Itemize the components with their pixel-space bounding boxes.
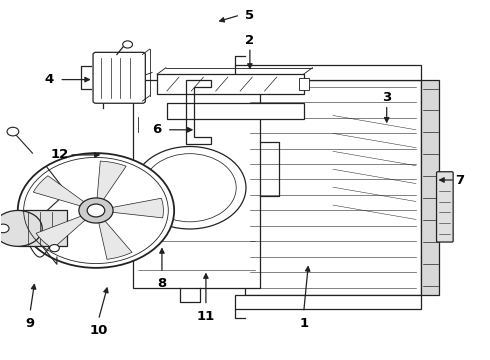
Bar (157, 74, 304, 94)
FancyBboxPatch shape (93, 52, 146, 103)
Text: 4: 4 (45, 73, 54, 86)
Bar (245, 80, 421, 295)
Text: 10: 10 (89, 324, 108, 337)
Text: 11: 11 (197, 310, 215, 323)
FancyBboxPatch shape (437, 172, 453, 242)
Circle shape (18, 153, 174, 268)
Bar (18, 211, 67, 246)
Bar (235, 65, 421, 80)
Text: 6: 6 (152, 123, 162, 136)
Circle shape (87, 204, 105, 217)
Circle shape (0, 211, 42, 246)
Polygon shape (36, 215, 87, 248)
Text: 1: 1 (299, 317, 308, 330)
Circle shape (134, 147, 246, 229)
Text: 7: 7 (455, 174, 465, 186)
Circle shape (79, 198, 113, 223)
Text: 9: 9 (25, 317, 35, 330)
Circle shape (0, 224, 9, 233)
Circle shape (122, 41, 132, 48)
Text: 8: 8 (157, 278, 167, 291)
Text: 5: 5 (245, 9, 254, 22)
Circle shape (49, 244, 59, 252)
Bar (421, 80, 440, 295)
Polygon shape (98, 220, 132, 259)
Bar (167, 103, 304, 119)
Polygon shape (110, 198, 163, 218)
Polygon shape (97, 161, 126, 201)
Text: 12: 12 (50, 148, 69, 161)
Bar (299, 78, 309, 90)
Text: 2: 2 (245, 33, 254, 47)
Bar (133, 80, 260, 288)
Circle shape (7, 127, 19, 136)
Text: 3: 3 (382, 91, 392, 104)
Polygon shape (33, 176, 86, 207)
Bar (235, 295, 421, 309)
